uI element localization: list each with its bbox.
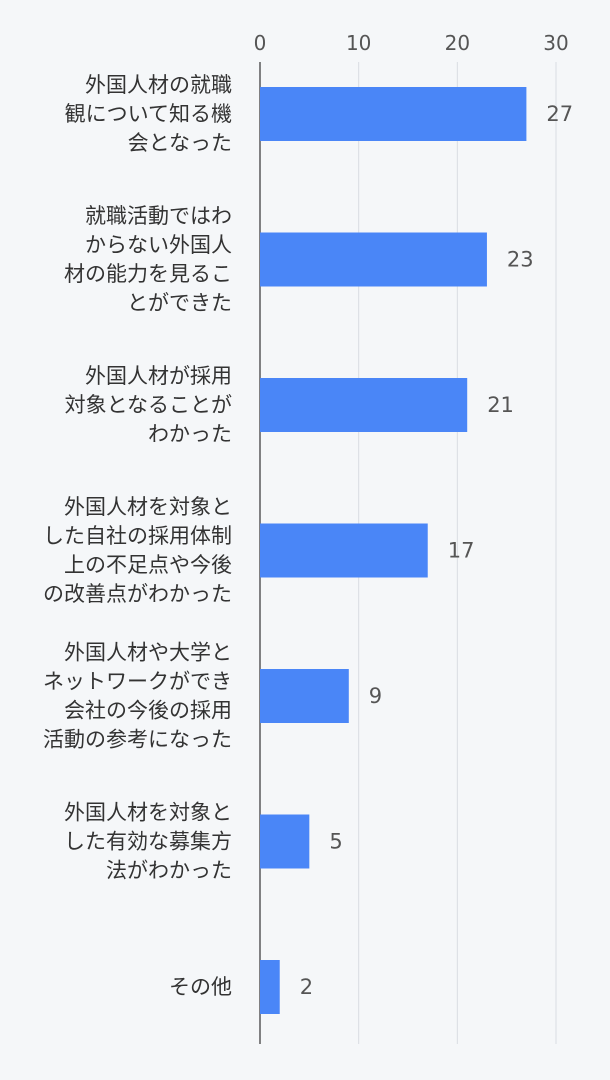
- category-label-line: 活動の参考になった: [43, 728, 232, 752]
- category-label-line: 法がわかった: [106, 859, 232, 883]
- category-label-line: その他: [169, 975, 232, 999]
- category-label-line: ネットワークができ: [43, 670, 232, 694]
- category-label: 外国人材の就職観について知る機会となった: [65, 73, 232, 155]
- x-tick-label: 20: [445, 31, 470, 55]
- x-tick-label: 30: [543, 31, 568, 55]
- category-label-line: 外国人材の就職: [85, 73, 232, 97]
- bar: [260, 960, 280, 1014]
- bar-value-label: 27: [546, 102, 573, 126]
- category-label: 就職活動ではわからない外国人材の能力を見ることができた: [64, 204, 232, 315]
- category-label-line: とができた: [127, 291, 232, 315]
- category-label-line: 外国人材が採用: [85, 364, 232, 388]
- category-label-line: した有効な募集方: [64, 830, 232, 854]
- category-label-line: 会社の今後の採用: [64, 699, 232, 723]
- category-label-line: わかった: [148, 422, 232, 446]
- category-label: 外国人材が採用対象となることがわかった: [65, 364, 232, 446]
- category-label-line: 外国人材を対象と: [64, 801, 232, 825]
- category-label-line: した自社の採用体制: [43, 524, 232, 548]
- bar-value-label: 2: [300, 975, 313, 999]
- category-label-line: 上の不足点や今後: [64, 553, 232, 577]
- category-label-line: の改善点がわかった: [43, 582, 232, 606]
- category-label-line: からない外国人: [85, 233, 232, 257]
- category-label-line: 対象となることが: [65, 393, 232, 417]
- category-label-line: 就職活動ではわ: [85, 204, 232, 228]
- bar-value-label: 17: [448, 539, 475, 563]
- bar: [260, 669, 349, 723]
- tick-layer: 0 10 20 30: [254, 31, 569, 55]
- category-label-line: 会となった: [128, 131, 232, 155]
- bar-value-label: 21: [487, 393, 514, 417]
- label-layer: 27 外国人材の就職観について知る機会となった 23 就職活動ではわからない外国人材の…: [43, 73, 573, 999]
- bar-layer: [260, 87, 527, 1014]
- category-label: 外国人材を対象とした自社の採用体制上の不足点や今後の改善点がわかった: [43, 495, 232, 606]
- bar: [260, 378, 468, 432]
- category-label-line: 材の能力を見るこ: [64, 262, 232, 286]
- bar-value-label: 23: [507, 248, 534, 272]
- bar: [260, 232, 487, 287]
- bar-value-label: 5: [329, 830, 342, 854]
- category-label: その他: [169, 975, 232, 999]
- category-label-line: 観について知る機: [65, 102, 232, 126]
- category-label-line: 外国人材を対象と: [64, 495, 232, 519]
- bar-value-label: 9: [369, 684, 382, 708]
- x-tick-label: 10: [346, 31, 371, 55]
- bar: [260, 814, 310, 869]
- category-label: 外国人材や大学とネットワークができ会社の今後の採用活動の参考になった: [43, 641, 232, 752]
- category-label: 外国人材を対象とした有効な募集方法がわかった: [64, 801, 232, 883]
- bar: [260, 87, 527, 141]
- x-tick-label: 0: [254, 31, 267, 55]
- category-label-line: 外国人材や大学と: [64, 641, 232, 665]
- bar: [260, 523, 428, 578]
